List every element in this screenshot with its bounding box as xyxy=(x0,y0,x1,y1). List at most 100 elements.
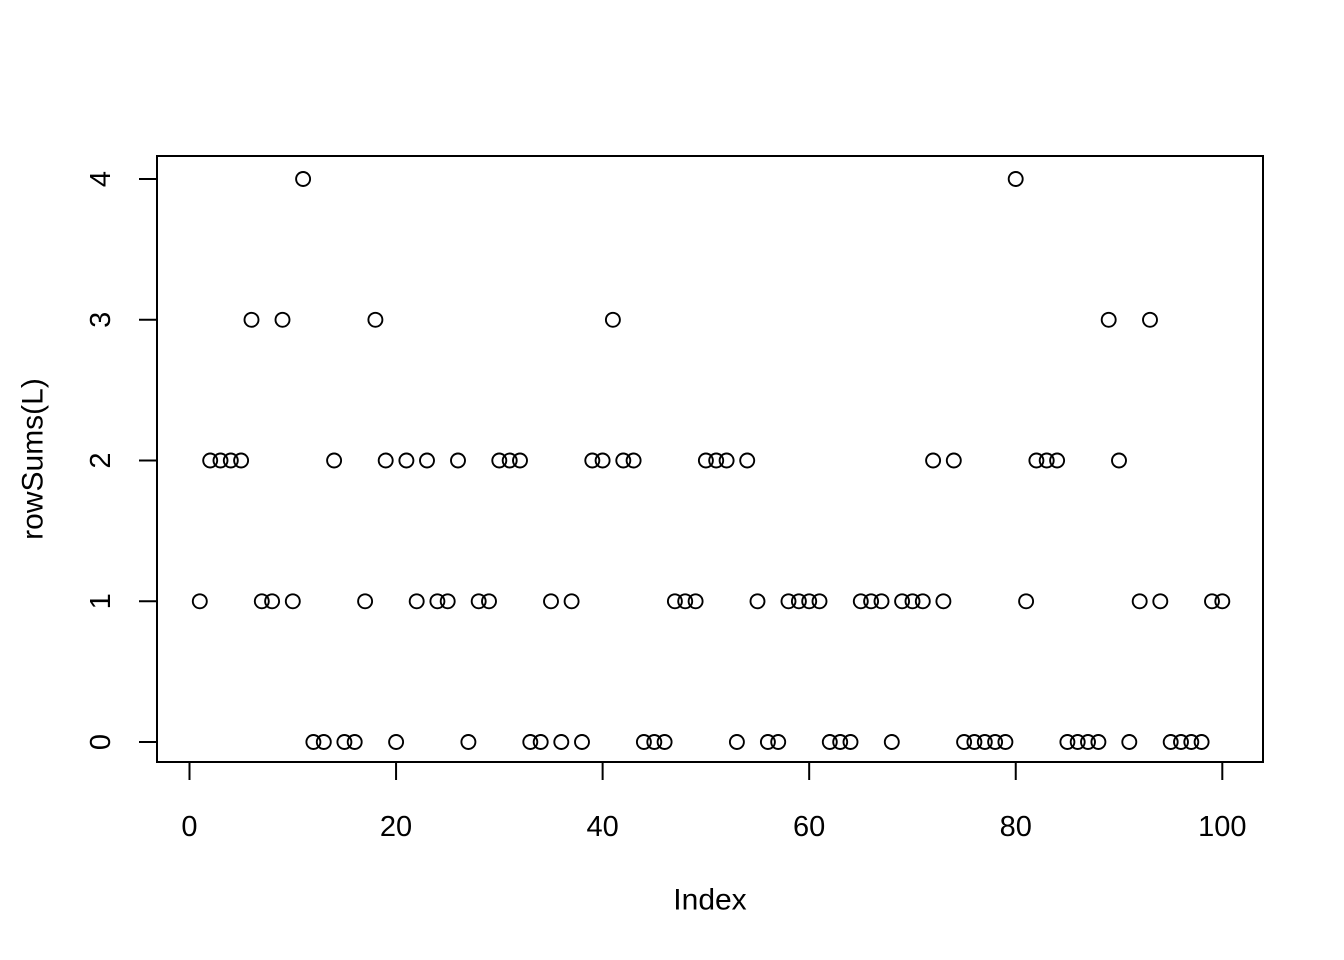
data-point xyxy=(553,734,570,750)
data-point xyxy=(759,734,776,750)
data-point xyxy=(873,593,890,610)
x-tick-label: 80 xyxy=(1000,811,1032,843)
data-point xyxy=(326,452,343,469)
data-point xyxy=(1204,593,1220,610)
x-axis: 0 20 40 60 80 100 xyxy=(181,762,1246,843)
data-point xyxy=(821,734,838,750)
data-point xyxy=(687,593,704,610)
data-point xyxy=(976,734,993,750)
data-point xyxy=(811,593,828,610)
data-point xyxy=(852,593,869,610)
data-point xyxy=(574,734,590,750)
data-point xyxy=(925,452,942,469)
y-axis: 0 1 2 3 4 xyxy=(85,171,157,750)
data-point xyxy=(222,452,239,469)
y-tick-label: 2 xyxy=(85,452,117,468)
data-points xyxy=(191,171,1231,750)
data-point xyxy=(956,734,973,750)
data-point xyxy=(625,452,642,469)
data-point xyxy=(1049,452,1066,469)
data-point xyxy=(1090,734,1107,750)
data-point xyxy=(336,734,353,750)
data-point xyxy=(419,452,435,469)
data-point xyxy=(646,734,663,750)
x-tick-label: 40 xyxy=(586,811,618,843)
data-point xyxy=(966,734,983,750)
data-point xyxy=(728,734,745,750)
data-point xyxy=(883,734,900,750)
data-point xyxy=(594,452,611,469)
data-point xyxy=(718,452,735,469)
data-point xyxy=(398,452,415,469)
data-point xyxy=(615,452,632,469)
data-point xyxy=(512,452,528,469)
data-point xyxy=(842,734,859,750)
data-point xyxy=(1162,734,1179,750)
data-point xyxy=(749,593,766,610)
data-point xyxy=(1121,734,1138,750)
data-point xyxy=(439,593,456,610)
data-point xyxy=(377,452,394,469)
data-point xyxy=(532,734,549,750)
x-tick-label: 20 xyxy=(380,811,412,843)
y-axis-title: rowSums(L) xyxy=(17,378,50,540)
data-point xyxy=(832,734,849,750)
data-point xyxy=(522,734,539,750)
data-point xyxy=(501,452,518,469)
data-point xyxy=(635,734,652,750)
data-point xyxy=(253,593,270,610)
data-point xyxy=(945,452,962,469)
y-tick-label: 1 xyxy=(85,593,117,609)
data-point xyxy=(491,452,508,469)
data-point xyxy=(346,734,363,750)
y-tick-label: 4 xyxy=(85,171,117,187)
data-point xyxy=(1131,593,1148,610)
data-point xyxy=(274,311,291,328)
data-point xyxy=(1193,734,1210,750)
data-point xyxy=(367,311,384,328)
data-point xyxy=(894,593,911,610)
data-point xyxy=(914,593,931,610)
data-point xyxy=(264,593,281,610)
data-point xyxy=(666,593,683,610)
data-point xyxy=(677,593,694,610)
data-point xyxy=(1059,734,1076,750)
data-point xyxy=(780,593,797,610)
data-point xyxy=(243,311,260,328)
data-point xyxy=(212,452,229,469)
x-tick-label: 60 xyxy=(793,811,825,843)
data-point xyxy=(543,593,559,610)
data-point xyxy=(1152,593,1169,610)
data-point xyxy=(295,171,312,187)
data-point xyxy=(790,593,807,610)
plot-frame xyxy=(156,155,1264,763)
data-point xyxy=(770,734,787,750)
data-point xyxy=(739,452,756,469)
data-point xyxy=(904,593,921,610)
data-point xyxy=(697,452,714,469)
data-point xyxy=(1028,452,1045,469)
data-point xyxy=(1007,171,1024,187)
x-axis-title: Index xyxy=(673,884,746,917)
data-point xyxy=(708,452,725,469)
data-point xyxy=(388,734,405,750)
data-point xyxy=(997,734,1014,750)
data-point xyxy=(1018,593,1035,610)
data-point xyxy=(987,734,1004,750)
x-tick-label: 100 xyxy=(1198,811,1246,843)
data-point xyxy=(460,734,477,750)
data-point xyxy=(481,593,497,610)
data-point xyxy=(656,734,673,750)
data-point xyxy=(1183,734,1200,750)
data-point xyxy=(450,452,466,469)
data-point xyxy=(470,593,487,610)
data-point xyxy=(1214,593,1231,610)
y-tick-label: 0 xyxy=(85,734,117,750)
data-point xyxy=(233,452,250,469)
data-point xyxy=(1080,734,1096,750)
data-point xyxy=(284,593,301,610)
data-point xyxy=(563,593,580,610)
data-point xyxy=(202,452,219,469)
data-point xyxy=(1038,452,1055,469)
